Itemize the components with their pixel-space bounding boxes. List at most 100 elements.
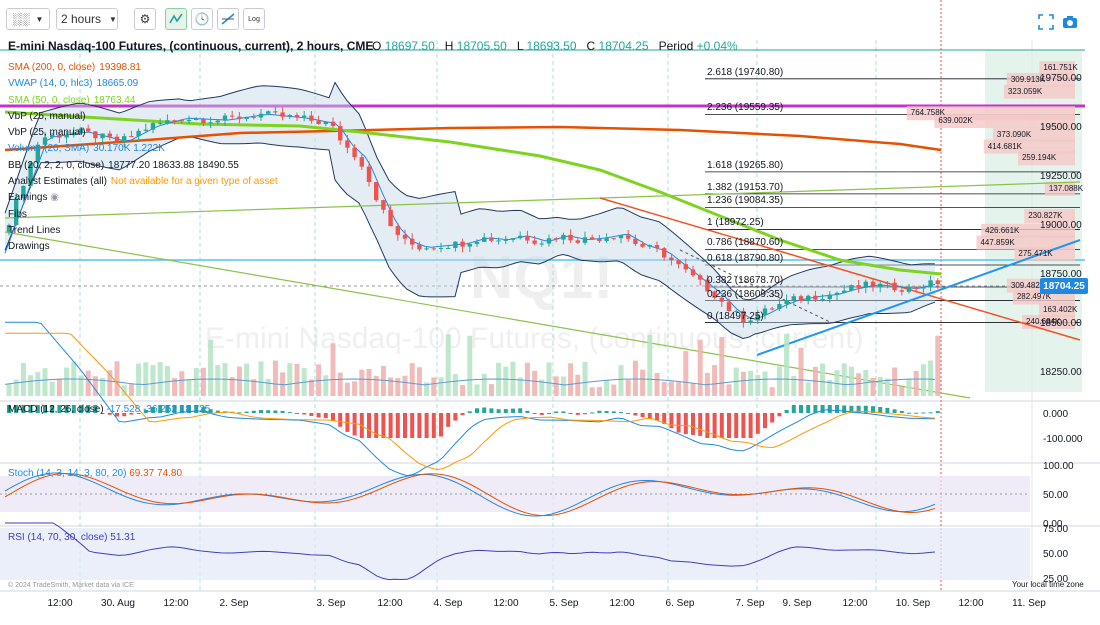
macd-histogram-bar [597, 410, 602, 413]
volume-bar [697, 339, 703, 396]
macd-histogram-bar [259, 410, 263, 413]
chevron-down-icon: ▼ [109, 14, 117, 24]
candle-body [806, 295, 811, 301]
legend-row[interactable]: Earnings ◉ [8, 190, 328, 206]
toolbar: ░░ ▼ 2 hours ▼ ⚙ 🕓 Log [0, 0, 1100, 36]
volume-bar [20, 363, 26, 396]
volume-bar [172, 378, 178, 396]
volume-bar [467, 335, 473, 396]
close-label: C [586, 39, 596, 53]
settings-button[interactable]: ⚙ [134, 8, 156, 30]
candle-body [453, 241, 458, 249]
vbp-bar [1017, 151, 1075, 166]
macd-histogram-bar [215, 410, 220, 413]
vbp-bar [976, 235, 1075, 250]
macd-histogram-bar [698, 413, 703, 436]
legend-row[interactable]: Fibs [8, 207, 328, 223]
volume-bar [13, 379, 19, 396]
candle-body [712, 291, 717, 298]
candle-body [892, 282, 897, 291]
legend-row[interactable]: SMA (50, 0, close) 18763.44 [8, 93, 328, 109]
macd-histogram-bar [777, 413, 782, 417]
volume-bar [272, 360, 278, 396]
macd-histogram-bar [410, 413, 415, 438]
volume-bar [776, 366, 782, 396]
macd-histogram-bar [849, 405, 854, 413]
ohlc-readout: O 18697.50 H 18705.50 L 18693.50 C 18704… [372, 39, 738, 53]
volume-bar [344, 382, 350, 396]
chart-type-button[interactable]: ░░ ▼ [6, 8, 50, 30]
bollinger-band-fill [5, 82, 935, 339]
volume-bar [676, 382, 682, 396]
macd-histogram-bar [187, 405, 191, 413]
candle-body [258, 113, 264, 118]
candle-body [741, 310, 746, 323]
macd-histogram-bar [287, 412, 292, 414]
legend-row[interactable]: SMA (200, 0, close) 19398.81 [8, 60, 328, 76]
legend-row[interactable]: Trend Lines [8, 223, 328, 239]
symbol-title: E-mini Nasdaq-100 Futures, (continuous, … [8, 39, 374, 53]
candle-body [50, 134, 55, 138]
candle-body [474, 241, 480, 244]
macd-histogram-bar [266, 410, 271, 413]
stoch-legend: Stoch (14, 3, 14, 3, 80, 20) 69.37 74.80 [8, 468, 182, 479]
log-scale-button[interactable]: Log [243, 8, 265, 30]
macd-histogram-bar [871, 406, 875, 413]
legend-row[interactable]: VWAP (14, 0, hlc3) 18665.09 [8, 76, 328, 92]
volume-bar [841, 363, 847, 396]
candle-body [129, 136, 134, 138]
vbp-label: 230.827K [1028, 211, 1063, 221]
fullscreen-icon[interactable] [1038, 14, 1054, 30]
candle-body [114, 136, 120, 142]
macd-histogram-bar [489, 408, 494, 413]
volume-bar [308, 379, 314, 396]
low-label: L [516, 39, 524, 53]
volume-bar [92, 376, 98, 396]
indicators-button[interactable] [165, 8, 187, 30]
draw-tools-icon [221, 13, 235, 25]
draw-tools-button[interactable] [217, 8, 239, 30]
legend-row[interactable]: Analyst Estimates (all) Not available for… [8, 174, 328, 190]
legend-label: VbP (25, manual) [8, 127, 86, 139]
legend-row[interactable]: VbP (25, manual) [8, 125, 328, 141]
settings-gear-icon: ⚙ [139, 12, 151, 26]
legend-row[interactable]: BB (20, 2, 2, 0, close) 18777.20 18633.88… [8, 158, 328, 174]
candle-body [489, 237, 494, 241]
candle-body [662, 248, 667, 258]
macd-histogram-bar [439, 413, 443, 437]
vbp-label: 414.681K [987, 141, 1023, 151]
volume-bar [481, 373, 487, 396]
vbp-label: 161.751K [1043, 63, 1078, 73]
candle-body [266, 111, 271, 114]
volume-bar [755, 375, 761, 396]
price-axis-label: 18750.00 [1040, 269, 1082, 280]
fib-label: 1 (18972.25) [707, 217, 764, 229]
candle-body [575, 240, 580, 243]
eye-icon[interactable]: ◉ [47, 192, 59, 204]
candle-body [719, 297, 724, 302]
camera-icon[interactable] [1062, 14, 1078, 30]
volume-bar [553, 376, 559, 396]
legend-row[interactable]: Drawings [8, 239, 328, 255]
candle-body [42, 137, 48, 145]
legend-row[interactable]: VbP (25, manual) [8, 109, 328, 125]
macd-histogram-bar [431, 413, 436, 438]
volume-bar [236, 366, 242, 396]
time-axis-label: 12:00 [842, 598, 868, 609]
candle-body [280, 112, 285, 117]
interval-select[interactable]: 2 hours ▼ [56, 8, 118, 30]
candle-body [870, 281, 876, 287]
volume-bar [488, 384, 494, 396]
price-axis-label: 19750.00 [1040, 73, 1082, 84]
history-button[interactable]: 🕓 [191, 8, 213, 30]
volume-bar [164, 366, 170, 396]
candle-body [755, 315, 760, 321]
macd-histogram-bar [417, 413, 422, 438]
legend-row[interactable]: Volume (20, SMA) 30.170K 1.222K [8, 141, 328, 157]
volume-bar [128, 384, 134, 396]
macd-histogram-bar [179, 405, 184, 413]
macd-histogram-bar [806, 405, 811, 413]
macd-histogram-bar [352, 413, 357, 436]
macd-histogram-bar [647, 413, 652, 419]
